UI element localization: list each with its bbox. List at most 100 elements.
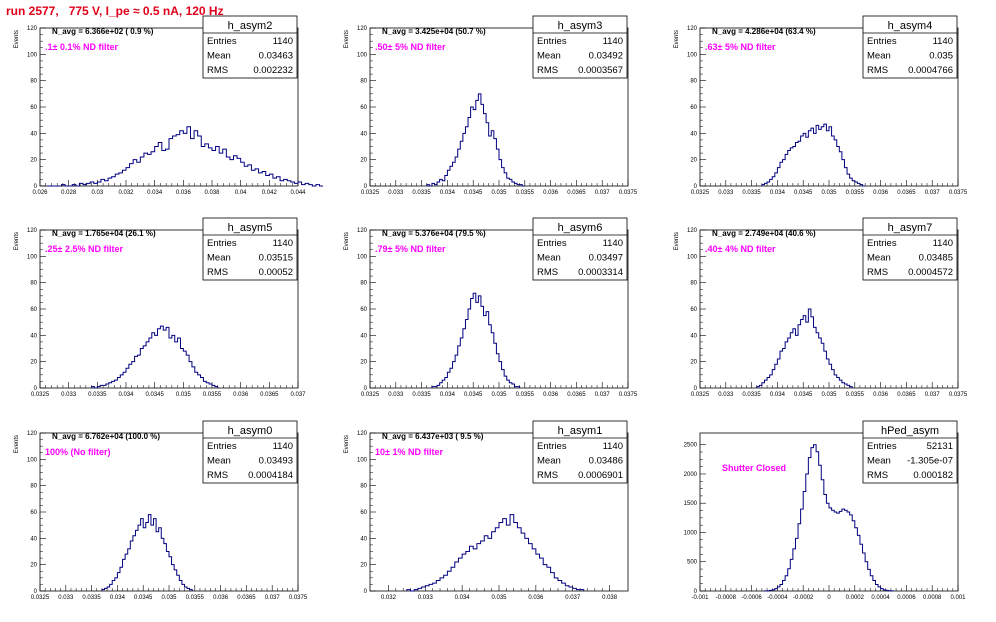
y-tick-label: 80 [690, 79, 697, 85]
x-tick-label: 0.037 [925, 392, 941, 398]
histogram-series [91, 325, 219, 389]
x-tick-label: 0.034 [147, 190, 163, 196]
y-tick-label: 60 [30, 510, 37, 516]
stat-value: 0.03463 [259, 51, 293, 62]
y-axis-title: Events [344, 30, 350, 48]
x-tick-label: 0.0375 [949, 392, 968, 398]
n-avg-label: N_avg = 6.762e+04 (100.0 %) [52, 432, 160, 441]
stat-label: Entries [207, 441, 237, 452]
x-tick-label: 0.036 [873, 392, 889, 398]
stat-label: RMS [207, 470, 228, 481]
y-tick-label: 0 [364, 184, 368, 190]
x-tick-label: 0.0345 [794, 190, 813, 196]
x-tick-label: 0.034 [110, 595, 126, 601]
x-tick-label: 0.0325 [691, 190, 710, 196]
stats-box [862, 217, 958, 281]
panel-h_asym5: 0 20 40 60 80 100 120 0.0325 0.033 0.0335 0.034 0.0… [14, 217, 306, 398]
x-tick-label: 0.037 [565, 595, 581, 601]
x-tick-label: 0.026 [32, 190, 48, 196]
n-avg-label: N_avg = 5.376e+04 (79.5 %) [382, 229, 486, 238]
panel-h_asym6: 0 20 40 60 80 100 120 0.0325 0.033 0.0335 0.034 0.0… [344, 217, 638, 398]
x-tick-label: 0.034 [440, 392, 456, 398]
x-tick-label: 0.038 [602, 595, 618, 601]
y-tick-label: 20 [360, 360, 367, 366]
stat-label: Entries [537, 238, 567, 249]
page-title: run 2577, 775 V, I_pe ≈ 0.5 nA, 120 Hz [6, 4, 224, 18]
stat-label: Mean [867, 456, 891, 467]
x-tick-label: 0.0375 [619, 392, 638, 398]
x-tick-label: 0.033 [61, 392, 77, 398]
filter-label: .1± 0.1% ND filter [45, 42, 118, 52]
y-tick-label: 60 [30, 307, 37, 313]
x-tick-label: 0.035 [821, 392, 837, 398]
stat-label: Mean [207, 51, 231, 62]
stat-value: 0.000182 [913, 470, 953, 481]
y-axis-title: Events [344, 232, 350, 250]
histogram-series [761, 123, 866, 187]
stat-value: 1140 [273, 441, 293, 452]
y-tick-label: 120 [357, 228, 368, 234]
stat-label: Mean [537, 253, 561, 264]
stat-value: -1.305e-07 [907, 456, 953, 467]
x-tick-label: 0.038 [204, 190, 220, 196]
x-tick-label: 0.0345 [134, 595, 153, 601]
y-tick-label: 100 [357, 254, 368, 260]
x-tick-label: 0.034 [770, 392, 786, 398]
y-tick-label: 2000 [684, 472, 698, 478]
y-tick-label: 100 [27, 52, 38, 58]
stat-value: 1140 [273, 238, 293, 249]
x-tick-label: 0.033 [718, 190, 734, 196]
x-tick-label: 0.04 [235, 190, 247, 196]
y-tick-label: 60 [30, 105, 37, 111]
x-tick-label: 0.035 [161, 595, 177, 601]
x-tick-label: 0.032 [381, 595, 397, 601]
stat-value: 0.0006901 [578, 470, 623, 481]
y-tick-label: 60 [360, 307, 367, 313]
x-tick-label: 0.036 [213, 595, 229, 601]
x-tick-label: 0.034 [455, 595, 471, 601]
n-avg-label: N_avg = 3.425e+04 (50.7 %) [382, 27, 486, 36]
y-axis-title: Events [674, 30, 680, 48]
x-tick-label: 0 [827, 595, 831, 601]
stat-value: 0.03515 [259, 253, 293, 264]
panel-h_asym1: 0 20 40 60 80 100 120 0.032 0.033 0.034 0.035 0.036… [344, 420, 629, 601]
stat-label: RMS [867, 470, 888, 481]
histogram-name: h_asym4 [888, 20, 933, 32]
y-tick-label: 80 [30, 484, 37, 490]
y-tick-label: 20 [360, 563, 367, 569]
n-avg-label: N_avg = 6.366e+02 ( 0.9 %) [52, 27, 154, 36]
y-tick-label: 80 [360, 79, 367, 85]
n-avg-label: N_avg = 6.437e+03 ( 9.5 %) [382, 432, 484, 441]
n-avg-label: N_avg = 2.749e+04 (40.6 %) [712, 229, 816, 238]
x-tick-label: 0.033 [418, 595, 434, 601]
panel-h_asym0: 0 20 40 60 80 100 120 0.0325 0.033 0.0335 0.034 0.0… [14, 420, 308, 601]
y-axis-title: Events [14, 30, 20, 48]
stat-value: 0.03493 [259, 456, 293, 467]
stats-box [202, 420, 298, 484]
stats-box [532, 217, 628, 281]
x-tick-label: 0.0355 [516, 190, 535, 196]
x-tick-label: 0.0355 [846, 190, 865, 196]
x-tick-label: -0.0008 [716, 595, 737, 601]
stat-value: 0.0003567 [578, 65, 623, 76]
x-tick-label: 0.0365 [897, 190, 916, 196]
panel-hPed_asym: 0 500 1000 1500 2000 2500 -0.001 -0.0008 -0.0006… [684, 420, 966, 601]
x-tick-label: 0.0335 [742, 392, 761, 398]
x-tick-label: 0.028 [61, 190, 77, 196]
stats-box [202, 15, 298, 79]
x-tick-label: 0.001 [950, 595, 966, 601]
panel-h_asym4: 0 20 40 60 80 100 120 0.0325 0.033 0.0335 0.034 0.0… [674, 15, 968, 196]
filter-label: 10± 1% ND filter [375, 447, 443, 457]
stat-label: Entries [207, 36, 237, 47]
y-tick-label: 60 [690, 105, 697, 111]
y-tick-label: 40 [690, 333, 697, 339]
x-tick-label: 0.0004 [871, 595, 890, 601]
x-tick-label: 0.034 [118, 392, 134, 398]
y-tick-label: 20 [30, 158, 37, 164]
x-tick-label: 0.033 [718, 392, 734, 398]
filter-label: .25± 2.5% ND filter [45, 244, 123, 254]
histogram-series [101, 514, 193, 591]
histogram-name: h_asym3 [558, 20, 603, 32]
y-tick-label: 1500 [684, 501, 698, 507]
y-tick-label: 20 [690, 360, 697, 366]
